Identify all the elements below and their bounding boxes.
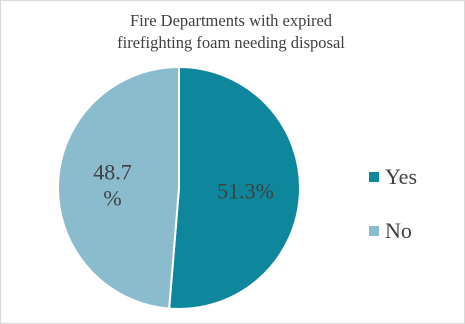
legend-label-no: No <box>385 218 412 243</box>
legend-item-no: No <box>369 218 417 244</box>
legend: Yes No <box>369 164 417 272</box>
legend-item-yes: Yes <box>369 164 417 190</box>
pie-slice-no <box>56 65 180 310</box>
chart-title: Fire Departments with expired firefighti… <box>41 10 421 54</box>
chart-title-line-2: firefighting foam needing disposal <box>117 33 345 52</box>
legend-label-yes: Yes <box>385 164 418 189</box>
pie-slice-yes <box>168 65 301 310</box>
data-label-yes: 51.3% <box>217 179 274 204</box>
data-label-no: 48.7% <box>93 159 132 210</box>
chart-title-line-1: Fire Departments with expired <box>129 11 333 30</box>
legend-swatch-no <box>369 226 379 236</box>
legend-swatch-yes <box>369 172 379 182</box>
